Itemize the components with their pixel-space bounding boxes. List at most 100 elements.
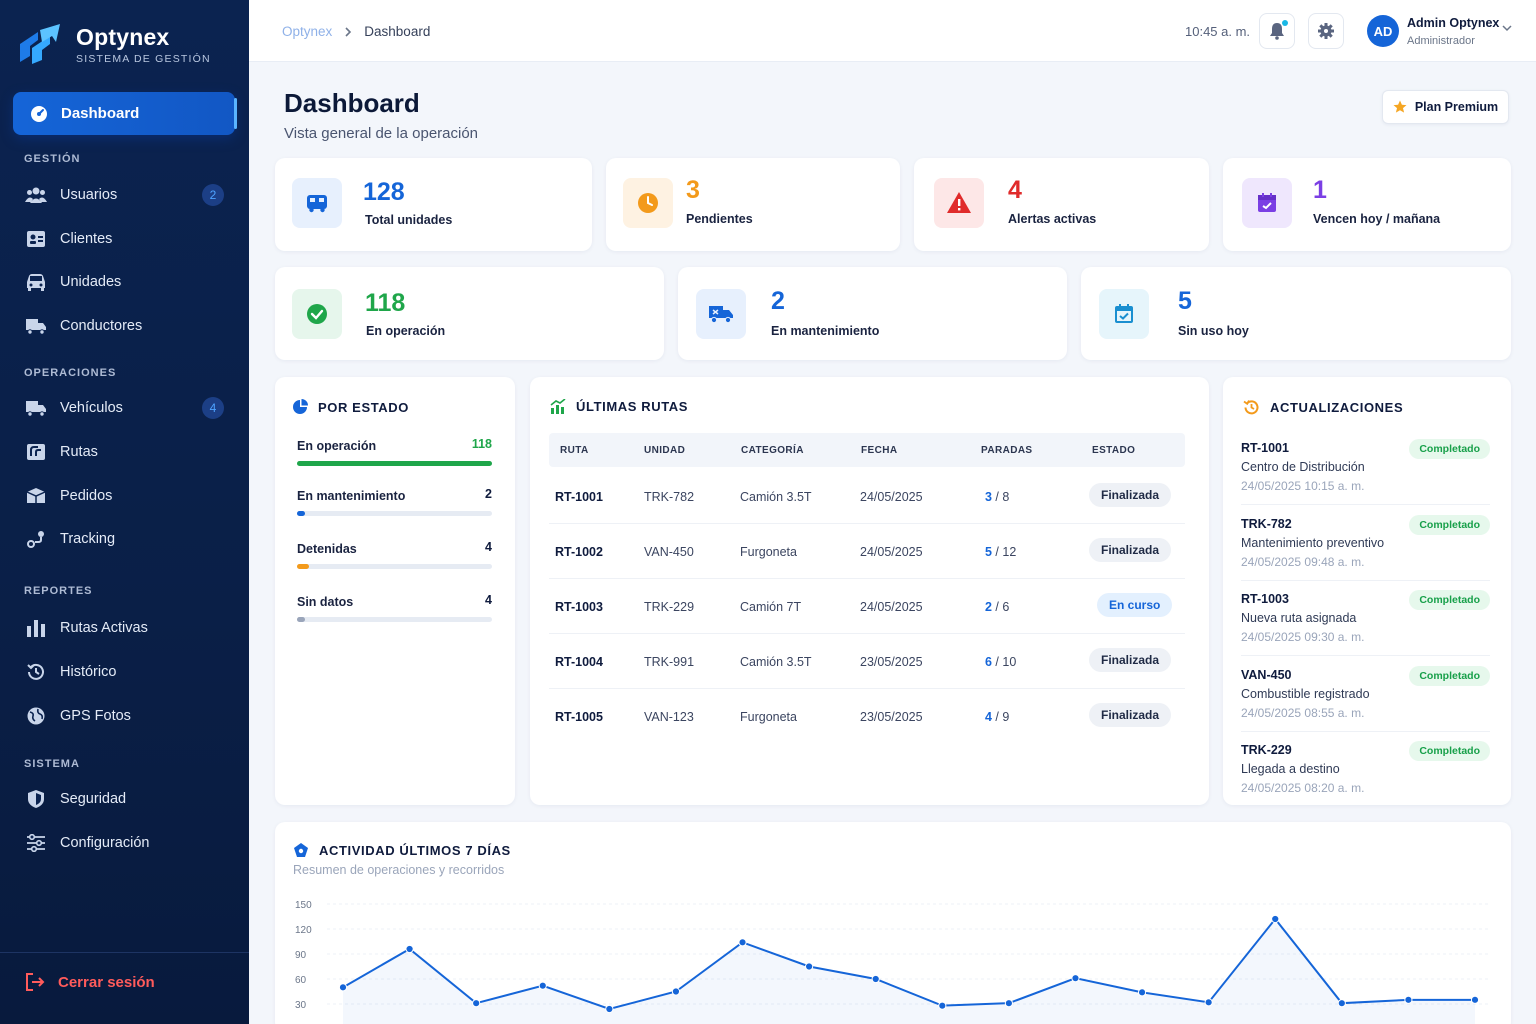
page-title: Dashboard [284,88,420,118]
sidebar-item-label: Seguridad [60,791,127,807]
sidebar-item-rutas-activas[interactable]: Rutas Activas [24,613,224,643]
update-description: Combustible registrado [1241,686,1370,701]
update-item[interactable]: RT-1001 Centro de Distribución 24/05/2025 … [1241,439,1490,493]
sidebar-item-seguridad[interactable]: Seguridad [24,784,224,814]
data-point[interactable] [1470,995,1480,1004]
column-header[interactable]: CATEGORÍA [741,445,804,456]
y-tick-label: 60 [295,975,307,986]
table-row[interactable]: RT-1003 TRK-229 Camión 7T 24/05/2025 2 / 6 En… [549,579,1185,634]
data-point[interactable] [1071,974,1080,983]
stat-card-sin-uso[interactable]: 5 Sin uso hoy [1081,267,1511,360]
cell-ruta[interactable]: RT-1004 [555,655,603,669]
stat-label: Sin uso hoy [1178,324,1249,338]
column-header[interactable]: FECHA [861,445,898,456]
column-header[interactable]: ESTADO [1092,445,1136,456]
notifications-button[interactable] [1259,13,1295,49]
data-point[interactable] [1404,995,1413,1004]
estado-row[interactable]: En mantenimiento 2 [297,487,492,516]
data-point[interactable] [1137,988,1147,997]
cell-categoria: Camión 3.5T [740,655,812,669]
data-point[interactable] [1204,998,1213,1007]
stat-card-alertas[interactable]: 4 Alertas activas [914,158,1209,251]
sidebar-item-historico[interactable]: Histórico [24,657,224,687]
sidebar-item-label: Unidades [60,274,122,290]
data-point[interactable] [1271,914,1280,924]
gear-icon [1318,23,1334,39]
update-item[interactable]: RT-1003 Nueva ruta asignada 24/05/2025 09:… [1241,590,1490,644]
data-point[interactable] [538,981,547,990]
sidebar-item-pedidos[interactable]: Pedidos [24,481,224,511]
breadcrumb-root[interactable]: Optynex [282,24,333,39]
data-point[interactable] [871,974,880,984]
stat-card-total-unidades[interactable]: 128 Total unidades [275,158,592,251]
cell-unidad: TRK-782 [644,490,695,504]
estado-row[interactable]: En operación 118 [297,437,492,466]
sidebar-item-label: Vehículos [60,400,123,416]
sidebar-item-unidades[interactable]: Unidades [24,267,224,297]
data-point[interactable] [738,938,747,947]
column-header[interactable]: UNIDAD [644,445,686,456]
table-row[interactable]: RT-1005 VAN-123 Furgoneta 23/05/2025 4 / 9 Fi… [549,689,1185,744]
avatar[interactable]: AD [1367,15,1399,47]
stat-card-mantenimiento[interactable]: 2 En mantenimiento [678,267,1067,360]
data-point[interactable] [1004,999,1013,1008]
settings-button[interactable] [1308,13,1344,49]
paradas-total: 8 [1002,490,1010,504]
data-point[interactable] [472,999,481,1008]
brand[interactable]: Optynex SISTEMA DE GESTIÓN [16,22,211,66]
table-row[interactable]: RT-1004 TRK-991 Camión 3.5T 23/05/2025 6 / 1… [549,634,1185,689]
column-header[interactable]: PARADAS [981,445,1033,456]
data-point[interactable] [1337,999,1346,1008]
estado-row[interactable]: Detenidas 4 [297,540,492,569]
sidebar-item-conductores[interactable]: Conductores [24,311,224,341]
update-description: Centro de Distribución [1241,460,1365,474]
sidebar-item-label: Configuración [60,835,150,851]
cell-unidad: TRK-229 [644,600,695,614]
cell-ruta[interactable]: RT-1001 [555,490,603,504]
user-name[interactable]: Admin Optynex [1407,16,1500,30]
data-point[interactable] [938,1001,947,1010]
data-point[interactable] [671,987,681,996]
brand-name: Optynex [76,23,170,50]
column-header[interactable]: RUTA [560,445,589,456]
y-tick-label: 150 [295,900,312,911]
vehicles-count-badge: 4 [202,397,224,419]
data-point[interactable] [605,1004,614,1014]
plan-premium-button[interactable]: Plan Premium [1382,90,1509,124]
update-code: TRK-229 [1241,743,1292,757]
update-item[interactable]: VAN-450 Combustible registrado 24/05/2025 … [1241,665,1490,720]
sidebar-item-tracking[interactable]: Tracking [24,524,224,554]
chevron-down-icon[interactable] [1502,24,1512,32]
data-point[interactable] [405,944,414,954]
sidebar-item-gps-fotos[interactable]: GPS Fotos [24,701,224,731]
sidebar-item-clientes[interactable]: Clientes [24,224,224,254]
cell-ruta[interactable]: RT-1002 [555,545,603,559]
cell-ruta[interactable]: RT-1003 [555,600,603,614]
sidebar-item-rutas[interactable]: Rutas [24,437,224,467]
logout-button[interactable]: Cerrar sesión [24,972,155,992]
update-item[interactable]: TRK-229 Llegada a destino 24/05/2025 08:20… [1241,741,1490,795]
panel-title-text: ACTUALIZACIONES [1270,400,1404,415]
sidebar-item-dashboard[interactable]: Dashboard [13,92,237,135]
shield-icon [24,787,48,811]
status-badge: Completado [1409,741,1490,761]
data-point[interactable] [338,983,348,992]
estado-row[interactable]: Sin datos 4 [297,593,492,622]
panel-subtitle: Resumen de operaciones y recorridos [293,863,505,877]
status-badge: Completado [1409,665,1490,686]
estado-progress-track [297,461,492,466]
update-item[interactable]: TRK-782 Mantenimiento preventivo 24/05/202… [1241,514,1490,569]
cell-ruta[interactable]: RT-1005 [555,710,603,724]
stat-card-vencen[interactable]: 1 Vencen hoy / mañana [1223,158,1511,251]
stat-card-pendientes[interactable]: 3 Pendientes [606,158,900,251]
sidebar-item-usuarios[interactable]: Usuarios 2 [24,180,224,210]
table-row[interactable]: RT-1002 VAN-450 Furgoneta 24/05/2025 5 / 12 F… [549,524,1185,579]
sidebar-item-vehiculos[interactable]: Vehículos 4 [24,393,224,423]
stat-card-en-operacion[interactable]: 118 En operación [275,267,664,360]
sidebar-item-configuracion[interactable]: Configuración [24,828,224,858]
data-point[interactable] [805,962,814,971]
sidebar-item-label: Dashboard [61,105,140,122]
update-divider [1241,579,1490,581]
chevron-right-icon [345,26,352,37]
table-row[interactable]: RT-1001 TRK-782 Camión 3.5T 24/05/2025 3 / 8… [549,469,1185,524]
